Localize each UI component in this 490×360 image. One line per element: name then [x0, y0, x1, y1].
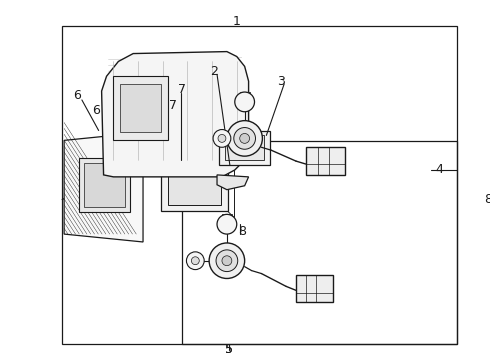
Text: 4: 4	[435, 163, 443, 176]
Bar	[182, 141, 457, 343]
Text: 3: 3	[277, 75, 285, 88]
Bar	[161, 160, 228, 211]
Text: 6: 6	[73, 90, 81, 103]
Bar	[121, 84, 161, 132]
Text: 5: 5	[225, 343, 233, 356]
Text: 7: 7	[169, 99, 176, 112]
Bar	[168, 166, 221, 206]
Circle shape	[227, 121, 263, 156]
Text: 7: 7	[178, 82, 187, 95]
Circle shape	[216, 250, 238, 271]
Bar	[79, 158, 130, 212]
Circle shape	[213, 130, 231, 147]
Circle shape	[240, 134, 249, 143]
Circle shape	[234, 127, 255, 149]
Text: 8: 8	[238, 225, 245, 238]
Text: 8: 8	[484, 193, 490, 206]
Bar	[84, 163, 125, 207]
Polygon shape	[217, 175, 248, 190]
Circle shape	[235, 92, 254, 112]
Bar	[219, 131, 270, 165]
Bar	[225, 135, 265, 160]
Text: 6: 6	[92, 104, 99, 117]
Circle shape	[186, 252, 204, 270]
Bar	[296, 275, 333, 302]
Circle shape	[218, 134, 226, 142]
Text: 5: 5	[225, 343, 233, 356]
Circle shape	[192, 257, 199, 265]
Polygon shape	[101, 51, 248, 177]
Circle shape	[209, 243, 245, 279]
Bar	[222, 214, 232, 219]
Text: 2: 2	[210, 65, 218, 78]
Bar	[62, 26, 457, 343]
Circle shape	[222, 256, 232, 266]
Text: 1: 1	[233, 15, 241, 28]
Bar	[240, 92, 249, 97]
Bar	[306, 147, 345, 175]
Polygon shape	[64, 132, 143, 242]
Circle shape	[217, 214, 237, 234]
Bar	[114, 76, 168, 140]
